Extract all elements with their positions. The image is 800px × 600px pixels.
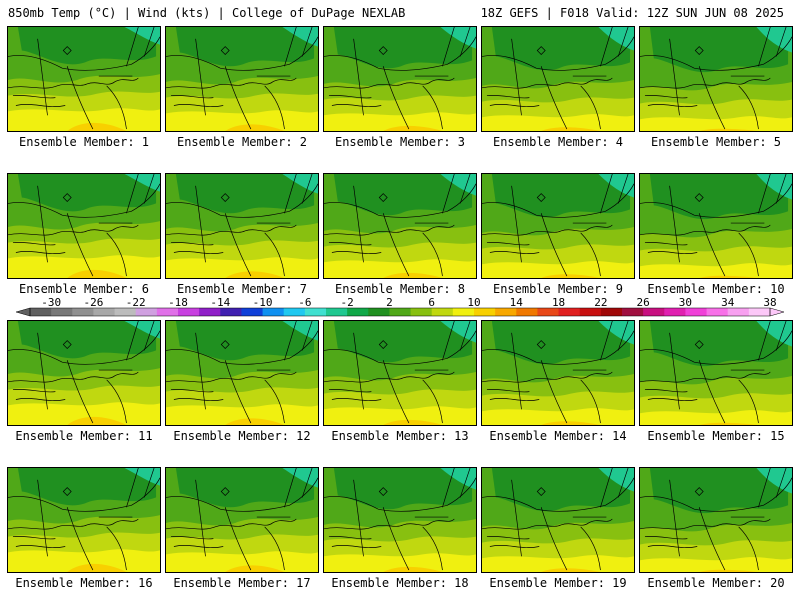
ensemble-map-panel: [323, 320, 477, 426]
colorbar-swatch: [748, 308, 771, 316]
colorbar-swatch: [474, 308, 496, 316]
colorbar-swatch: [643, 308, 665, 316]
colorbar-swatch: [241, 308, 264, 316]
ensemble-map-panel: [7, 467, 161, 573]
ensemble-map-panel: [481, 173, 635, 279]
colorbar-swatch: [706, 308, 729, 316]
ensemble-map-panel: [481, 467, 635, 573]
colorbar-tick-label: 30: [679, 296, 692, 309]
colorbar-swatch: [178, 308, 200, 316]
ensemble-member-label: Ensemble Member: 16: [15, 576, 153, 590]
colorbar-swatch: [304, 308, 327, 316]
colorbar-tick-label: 38: [763, 296, 776, 309]
colorbar-swatch: [537, 308, 560, 316]
colorbar-swatch: [51, 308, 73, 316]
ensemble-map-panel: [165, 320, 319, 426]
ensemble-map-panel: [7, 320, 161, 426]
colorbar-tick-label: 10: [467, 296, 480, 309]
model-run-info: 18Z GEFS | F018 Valid: 12Z SUN JUN 08 20…: [480, 6, 784, 20]
colorbar-swatch: [431, 308, 454, 316]
ensemble-member-label: Ensemble Member: 13: [331, 429, 469, 443]
colorbar-swatch: [93, 308, 116, 316]
ensemble-member-label: Ensemble Member: 1: [18, 135, 150, 149]
colorbar-swatch: [72, 308, 94, 316]
colorbar-swatch: [579, 308, 602, 316]
colorbar-tick-label: -14: [210, 296, 230, 309]
colorbar-swatch: [664, 308, 686, 316]
ensemble-map-panel: [7, 26, 161, 132]
ensemble-map-panel: [639, 173, 793, 279]
ensemble-member-label: Ensemble Member: 17: [173, 576, 311, 590]
colorbar-swatch: [199, 308, 221, 316]
ensemble-map-panel: [481, 320, 635, 426]
colorbar-swatch: [262, 308, 285, 316]
ensemble-member-label: Ensemble Member: 8: [334, 282, 466, 296]
colorbar-arrow: [15, 307, 31, 317]
colorbar-swatch: [516, 308, 538, 316]
colorbar-swatch: [622, 308, 644, 316]
ensemble-map-panel: [639, 320, 793, 426]
ensemble-map-panel: [639, 467, 793, 573]
ensemble-member-label: Ensemble Member: 14: [489, 429, 627, 443]
colorbar-swatch: [326, 308, 348, 316]
colorbar-tick-label: 34: [721, 296, 735, 309]
ensemble-map-panel: [165, 173, 319, 279]
colorbar-arrow: [769, 307, 785, 317]
colorbar-tick-label: 22: [594, 296, 607, 309]
colorbar-swatch: [114, 308, 137, 316]
colorbar-tick-label: -26: [83, 296, 103, 309]
ensemble-map-panel: [165, 467, 319, 573]
ensemble-member-label: Ensemble Member: 18: [331, 576, 469, 590]
colorbar-tick-label: -2: [341, 296, 354, 309]
colorbar-swatch: [30, 308, 52, 316]
ensemble-map-panel: [323, 173, 477, 279]
colorbar-tick-label: -22: [126, 296, 146, 309]
ensemble-member-label: Ensemble Member: 2: [176, 135, 308, 149]
ensemble-member-label: Ensemble Member: 19: [489, 576, 627, 590]
colorbar-tick-label: 18: [552, 296, 565, 309]
colorbar-swatch: [220, 308, 242, 316]
ensemble-member-label: Ensemble Member: 10: [647, 282, 785, 296]
colorbar-swatch: [727, 308, 750, 316]
colorbar-swatch: [452, 308, 475, 316]
colorbar-swatch: [685, 308, 708, 316]
colorbar-outline: [29, 307, 771, 317]
colorbar-tick-label: 6: [428, 296, 435, 309]
ensemble-member-label: Ensemble Member: 6: [18, 282, 150, 296]
ensemble-member-label: Ensemble Member: 5: [650, 135, 782, 149]
ensemble-map-panel: [7, 173, 161, 279]
colorbar-swatch: [600, 308, 623, 316]
colorbar-swatch: [410, 308, 433, 316]
ensemble-member-label: Ensemble Member: 7: [176, 282, 308, 296]
ensemble-member-label: Ensemble Member: 15: [647, 429, 785, 443]
ensemble-member-label: Ensemble Member: 12: [173, 429, 311, 443]
colorbar-swatch: [558, 308, 581, 316]
ensemble-member-label: Ensemble Member: 9: [492, 282, 624, 296]
map-title: 850mb Temp (°C) | Wind (kts) | College o…: [8, 6, 406, 20]
ensemble-map-panel: [639, 26, 793, 132]
colorbar-swatch: [368, 308, 390, 316]
colorbar-swatch: [495, 308, 517, 316]
ensemble-member-label: Ensemble Member: 3: [334, 135, 466, 149]
colorbar-tick-label: 2: [386, 296, 393, 309]
colorbar-tick-label: 26: [637, 296, 650, 309]
colorbar-swatch: [389, 308, 412, 316]
colorbar-tick-label: 14: [510, 296, 524, 309]
ensemble-member-label: Ensemble Member: 20: [647, 576, 785, 590]
colorbar-tick-label: -30: [41, 296, 61, 309]
colorbar-swatch: [347, 308, 369, 316]
ensemble-map-panel: [323, 467, 477, 573]
colorbar-tick-label: -18: [168, 296, 188, 309]
colorbar-swatch: [283, 308, 306, 316]
ensemble-member-label: Ensemble Member: 11: [15, 429, 153, 443]
colorbar-tick-label: -10: [253, 296, 273, 309]
ensemble-map-panel: [165, 26, 319, 132]
colorbar-swatch: [135, 308, 158, 316]
ensemble-member-label: Ensemble Member: 4: [492, 135, 624, 149]
colorbar-swatch: [156, 308, 179, 316]
ensemble-map-panel: [481, 26, 635, 132]
colorbar-tick-label: -6: [298, 296, 311, 309]
temperature-colorbar: -30 -26 -22 -18 -14 -10 -6 -2 2 6 10 14 18 22 26 30 34 38…: [15, 296, 785, 317]
ensemble-map-panel: [323, 26, 477, 132]
